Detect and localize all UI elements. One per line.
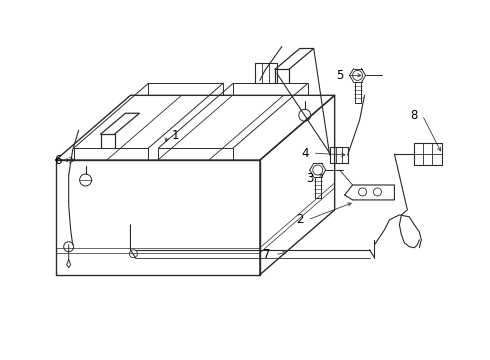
Text: 1: 1 xyxy=(172,129,179,142)
Text: 2: 2 xyxy=(296,213,303,226)
Text: 5: 5 xyxy=(336,69,343,82)
Text: 6: 6 xyxy=(54,154,61,167)
Text: 7: 7 xyxy=(263,248,270,261)
Text: 3: 3 xyxy=(306,171,314,185)
Text: 4: 4 xyxy=(301,147,309,159)
Text: 8: 8 xyxy=(411,109,418,122)
